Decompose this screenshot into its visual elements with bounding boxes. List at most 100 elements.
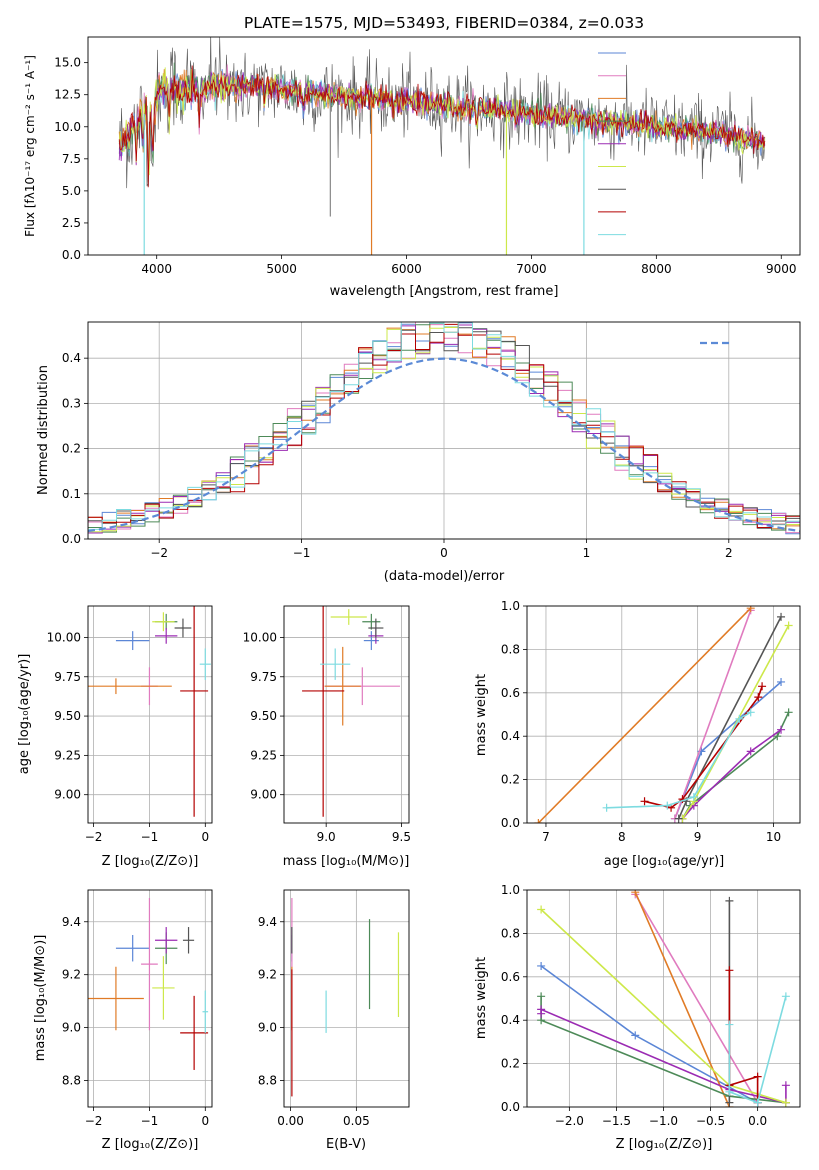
y-tick-label: 10.0 <box>54 120 81 134</box>
y-tick-label: 0.2 <box>501 773 520 787</box>
x-tick-label: 0.00 <box>277 1114 304 1128</box>
mass-weight-marker <box>725 966 734 975</box>
x-tick-label: 7000 <box>516 262 547 276</box>
mass-weight-marker <box>631 890 640 897</box>
plot-area <box>88 606 211 817</box>
x-tick-label: 6000 <box>391 262 422 276</box>
mass-weight-marker <box>777 677 786 686</box>
mass-weight-marker <box>758 682 767 691</box>
x-tick-label: 9 <box>694 830 702 844</box>
spectrum-series-line <box>118 65 766 188</box>
x-tick-label: 0 <box>201 830 209 844</box>
x-tick-label: 9.5 <box>392 830 411 844</box>
x-tick-label: −2 <box>85 1114 103 1128</box>
y-tick-label: 0.0 <box>501 1100 520 1114</box>
x-tick-label: 0 <box>440 546 448 560</box>
x-tick-label: 4000 <box>141 262 172 276</box>
y-tick-label: 10.00 <box>243 630 277 644</box>
mw-z-xlabel: Z [log₁₀(Z/Z⊙)] <box>616 1137 713 1152</box>
mass-weight-marker <box>725 1098 734 1107</box>
x-tick-label: 0.0 <box>748 1114 767 1128</box>
mass-weight-marker <box>537 1005 546 1014</box>
y-tick-label: 9.00 <box>54 788 81 802</box>
mass-weight-marker <box>735 714 744 723</box>
y-tick-label: 10.00 <box>47 630 81 644</box>
spectrum-xlabel: wavelength [Angstrom, rest frame] <box>330 284 559 299</box>
y-tick-label: 5.0 <box>62 184 81 198</box>
mass-weight-line <box>537 607 752 823</box>
x-tick-label: 7 <box>542 830 550 844</box>
y-tick-label: 9.25 <box>54 748 81 762</box>
panel-mass_vs_Z: −2 −1 0 8.8 9.0 9.2 9.4 <box>62 889 213 1128</box>
mass-weight-marker <box>725 1087 734 1096</box>
spectrum-title: PLATE=1575, MJD=53493, FIBERID=0384, z=0… <box>244 14 644 32</box>
y-tick-label: 9.50 <box>54 709 81 723</box>
spectrum-ylabel: Flux [fλ10⁻¹⁷ erg cm⁻² s⁻¹ A⁻¹] <box>23 55 37 237</box>
mass-weight-marker <box>753 1072 762 1081</box>
x-tick-label: 9.0 <box>317 830 336 844</box>
x-tick-label: −0.5 <box>696 1114 725 1128</box>
y-tick-label: 0.8 <box>501 642 520 656</box>
panel-mass_vs_EBV: 0.00 0.05 8.8 9.0 9.2 9.4 <box>258 889 410 1128</box>
mass-weight-marker <box>631 1031 640 1040</box>
plot-area <box>534 606 793 823</box>
residual-xlabel: (data-model)/error <box>384 569 505 584</box>
mass-z-ylabel: mass [log₁₀(M/M⊙)] <box>33 935 48 1062</box>
plot-area <box>302 606 400 817</box>
y-tick-label: 0.4 <box>501 729 520 743</box>
y-tick-label: 0.4 <box>501 1013 520 1027</box>
plot-area <box>291 897 400 1097</box>
y-tick-label: 1.0 <box>501 883 520 897</box>
axes-frame <box>526 889 801 1108</box>
spectrum-series-line <box>118 62 765 183</box>
mass-weight-marker <box>773 732 782 741</box>
x-tick-label: −2 <box>85 830 103 844</box>
x-tick-label: 2 <box>725 546 733 560</box>
axes-frame <box>87 36 801 256</box>
mass-weight-marker <box>777 725 786 734</box>
y-tick-label: 15.0 <box>54 56 81 70</box>
residual-histogram-series <box>88 322 800 539</box>
y-tick-label: 9.0 <box>258 1021 277 1035</box>
mass-weight-marker <box>746 606 755 613</box>
y-tick-label: 7.5 <box>62 152 81 166</box>
x-tick-label: −1 <box>141 830 159 844</box>
axes-frame <box>283 605 410 824</box>
panel-mw_vs_Z: −2.0 −1.5 −1.0 −0.5 0.0 0.0 0.2 0.4 0.6 0.8 1.0 <box>501 883 801 1128</box>
x-tick-label: 5000 <box>266 262 297 276</box>
y-tick-label: 9.00 <box>250 788 277 802</box>
mass-weight-marker <box>781 1098 790 1107</box>
x-tick-label: −1 <box>293 546 311 560</box>
mass-weight-line <box>728 996 787 1104</box>
y-tick-label: 0.6 <box>501 686 520 700</box>
x-tick-label: −1 <box>141 1114 159 1128</box>
y-tick-label: 0.2 <box>62 442 81 456</box>
y-tick-label: 0.2 <box>501 1057 520 1071</box>
mass-weight-marker <box>537 992 546 1001</box>
mass-weight-marker <box>746 747 755 756</box>
mass-weight-marker <box>753 1098 762 1107</box>
x-tick-label: 1 <box>583 546 591 560</box>
mass-weight-line <box>681 729 782 820</box>
y-tick-label: 0.0 <box>62 248 81 262</box>
mass-weight-marker <box>663 801 672 810</box>
mass-weight-marker <box>777 612 786 621</box>
y-tick-label: 0.3 <box>62 396 81 410</box>
residual-ylabel: Normed distribution <box>36 365 51 495</box>
axes-frame <box>526 605 801 824</box>
x-tick-label: −2.0 <box>555 1114 584 1128</box>
x-tick-label: 0 <box>201 1114 209 1128</box>
mass-weight-marker <box>784 708 793 717</box>
y-tick-label: 0.0 <box>501 816 520 830</box>
panel-age_vs_mass: 9.0 9.5 9.00 9.25 9.50 9.75 10.00 <box>243 605 411 844</box>
mass-weight-marker <box>784 621 793 630</box>
y-tick-label: 9.50 <box>250 709 277 723</box>
mass-weight-marker <box>537 961 546 970</box>
plot-area <box>118 37 766 255</box>
x-tick-label: −2 <box>150 546 168 560</box>
mass-weight-marker <box>640 797 649 806</box>
axes-frame <box>87 321 801 540</box>
y-tick-label: 9.2 <box>258 968 277 982</box>
y-tick-label: 8.8 <box>258 1074 277 1088</box>
